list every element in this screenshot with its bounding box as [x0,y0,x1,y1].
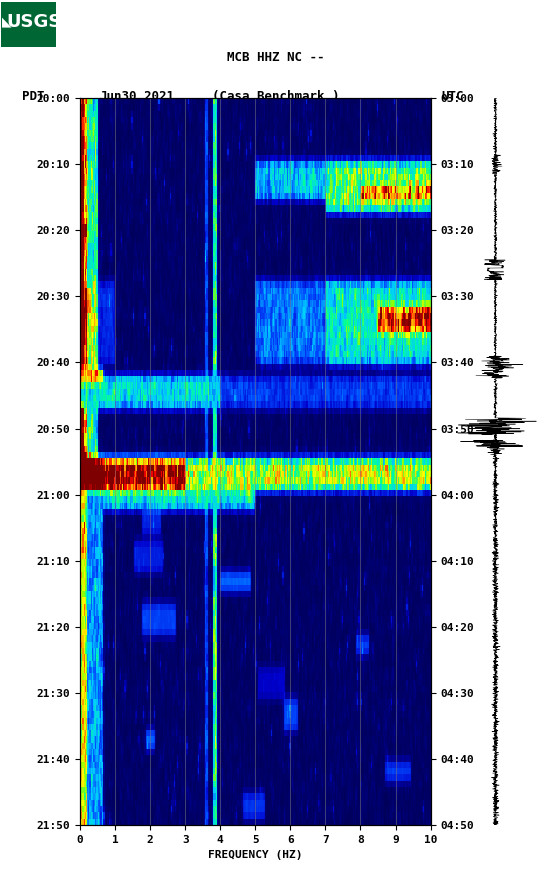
Text: PDT: PDT [22,90,45,103]
X-axis label: FREQUENCY (HZ): FREQUENCY (HZ) [208,850,302,861]
Text: (Casa Benchmark ): (Casa Benchmark ) [213,90,339,103]
Bar [1,3,56,46]
Text: ◣: ◣ [2,15,12,29]
Text: USGS: USGS [6,13,61,31]
Text: Jun30,2021: Jun30,2021 [99,90,174,103]
Text: UTC: UTC [442,90,464,103]
Text: MCB HHZ NC --: MCB HHZ NC -- [227,51,325,64]
